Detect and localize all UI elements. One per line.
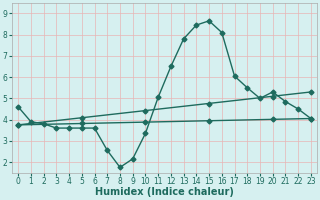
- X-axis label: Humidex (Indice chaleur): Humidex (Indice chaleur): [95, 187, 234, 197]
